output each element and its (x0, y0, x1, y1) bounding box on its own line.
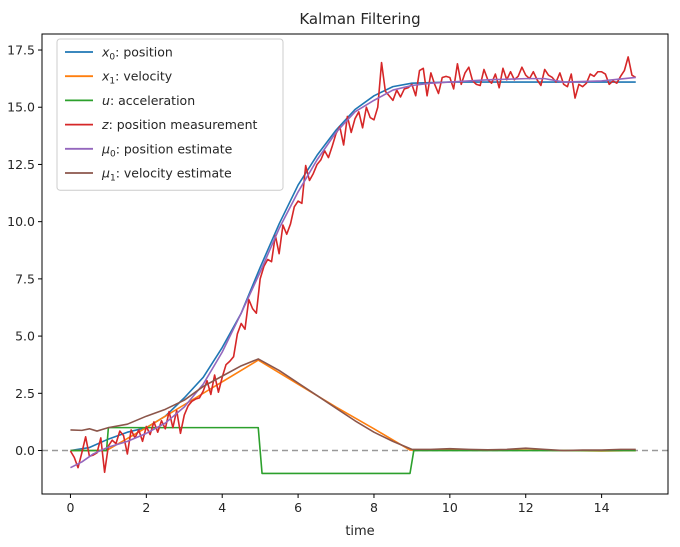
y-tick-label: 0.0 (15, 443, 35, 458)
x-tick-label: 14 (594, 500, 610, 515)
y-tick-label: 2.5 (15, 386, 35, 401)
x-tick-label: 0 (66, 500, 74, 515)
x-tick-label: 8 (370, 500, 378, 515)
plot-frame (41, 33, 669, 495)
legend-label-2: u: acceleration (102, 93, 195, 108)
legend-label-3: z: position measurement (101, 117, 258, 132)
series-line-5 (70, 358, 636, 452)
x-axis-label: time (345, 524, 374, 539)
x-axis: 0 2 4 6 8 10 12 14 (66, 494, 610, 515)
legend-label-5: μ1: velocity estimate (101, 166, 232, 184)
chart-title: Kalman Filtering (299, 10, 420, 28)
x-tick-label: 4 (218, 500, 226, 515)
legend-label-0: x0: position (101, 45, 173, 63)
x-tick-label: 6 (294, 500, 302, 515)
legend: x0: position x1: velocity u: acceleration z… (56, 38, 284, 191)
x-tick-label: 2 (142, 500, 150, 515)
y-tick-label: 17.5 (7, 43, 35, 58)
y-axis: 0.0 2.5 5.0 7.5 10.0 12.5 15.0 17.5 (7, 43, 42, 458)
x-tick-label: 12 (518, 500, 534, 515)
legend-label-4: μ0: position estimate (101, 141, 233, 159)
plot-area (41, 33, 669, 495)
y-tick-label: 7.5 (15, 271, 35, 286)
series-line-4 (70, 76, 636, 469)
x-tick-label: 10 (442, 500, 458, 515)
y-tick-label: 5.0 (15, 329, 35, 344)
y-tick-label: 15.0 (7, 100, 35, 115)
series-line-2 (70, 426, 636, 475)
y-tick-label: 12.5 (7, 157, 35, 172)
y-tick-label: 10.0 (7, 214, 35, 229)
legend-label-1: x1: velocity (101, 69, 173, 87)
series-line-3 (69, 56, 637, 474)
legend-box (56, 38, 284, 191)
